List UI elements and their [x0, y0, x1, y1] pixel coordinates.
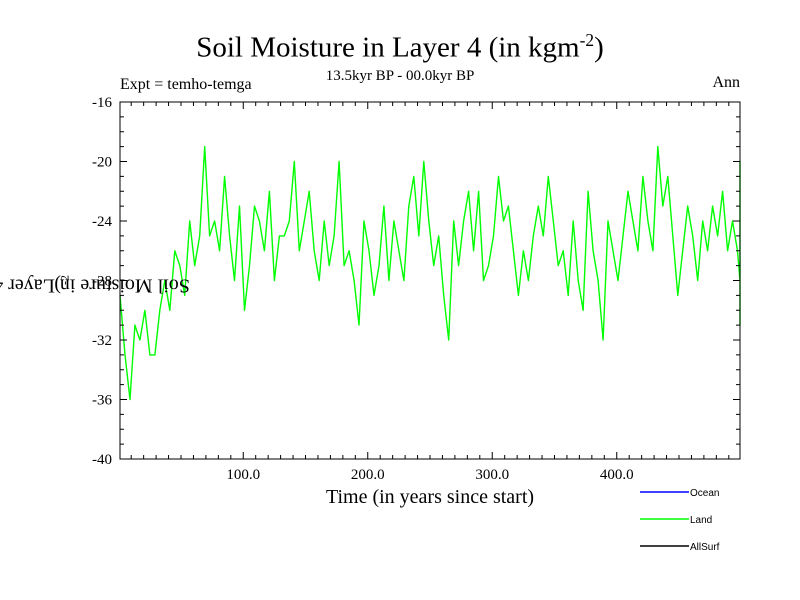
y-tick-label: -20	[92, 155, 112, 171]
x-tick-label: 400.0	[600, 467, 634, 483]
chart-title: Soil Moisture in Layer 4 (in kgm-2)	[0, 30, 800, 65]
chart-subtitle: 13.5kyr BP - 00.0kyr BP	[325, 68, 475, 84]
y-tick-label: -36	[92, 393, 112, 409]
y-tick-label: -32	[92, 333, 112, 349]
y-tick-label: -16	[92, 95, 112, 111]
y-tick-label: -40	[92, 452, 112, 468]
y-axis-label-close: )	[54, 274, 62, 297]
x-tick-label: 200.0	[351, 467, 385, 483]
legend-label-land: Land	[690, 515, 712, 526]
chart-title-superscript: -2	[579, 30, 595, 50]
x-tick-label: 300.0	[475, 467, 509, 483]
y-tick-label: -24	[92, 214, 112, 230]
experiment-label: Expt = temho-temga	[120, 76, 252, 93]
plot-frame	[119, 101, 741, 460]
legend-label-allsurf: AllSurf	[690, 542, 720, 553]
season-label: Ann	[712, 74, 740, 91]
x-axis-label: Time (in years since start)	[325, 486, 535, 508]
series-line-land	[119, 145, 741, 401]
x-tick-label: 100.0	[226, 467, 260, 483]
legend-label-ocean: Ocean	[690, 488, 719, 499]
chart-title-text: Soil Moisture in Layer 4 (in kgm	[196, 31, 580, 64]
y-tick-label: -28	[92, 274, 112, 290]
chart-title-close: )	[594, 31, 604, 64]
y-axis-label-text: Soil Moisture in Layer 4 (in kgm	[0, 274, 190, 297]
